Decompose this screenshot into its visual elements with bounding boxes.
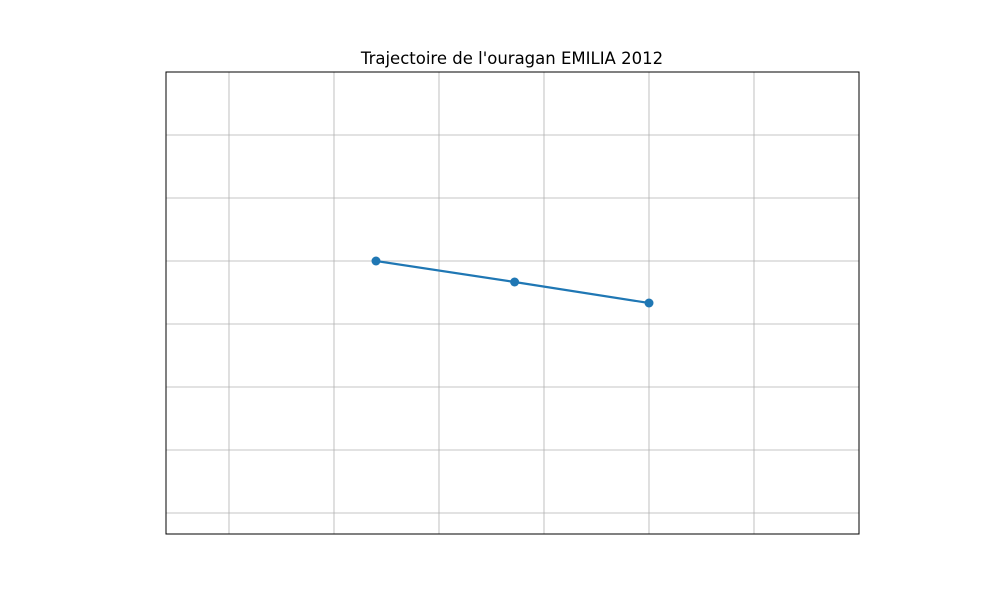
plot-area-frame bbox=[165, 71, 860, 535]
track-point-1 bbox=[510, 277, 520, 287]
track-point-0 bbox=[371, 256, 381, 266]
track-point-2 bbox=[644, 298, 654, 308]
series-layer bbox=[371, 256, 654, 308]
grid-lines bbox=[166, 72, 859, 534]
chart-title: Trajectoire de l'ouragan EMILIA 2012 bbox=[360, 49, 663, 68]
